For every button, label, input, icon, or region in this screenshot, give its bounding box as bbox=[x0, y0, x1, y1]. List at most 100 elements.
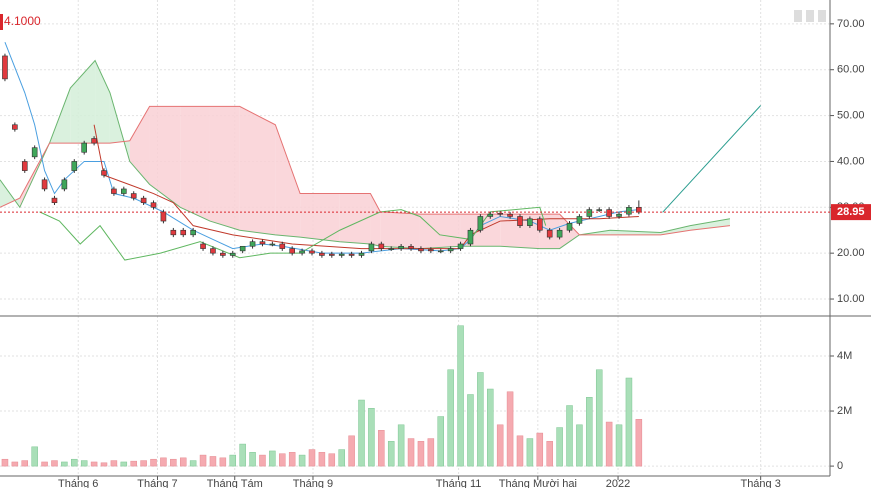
candle-body bbox=[31, 147, 38, 158]
volume-bar bbox=[586, 397, 593, 467]
candle-body bbox=[348, 253, 355, 256]
candle-body bbox=[150, 202, 157, 208]
candle-body bbox=[338, 253, 345, 256]
volume-bar bbox=[605, 421, 613, 467]
candle-body bbox=[527, 218, 533, 226]
volume-bar bbox=[387, 441, 395, 467]
volume-bar bbox=[338, 449, 345, 467]
volume-bar bbox=[31, 446, 38, 467]
candle-body bbox=[487, 213, 494, 217]
volume-bar bbox=[576, 424, 583, 467]
volume-bar bbox=[219, 457, 227, 467]
volume-bar bbox=[437, 416, 445, 467]
control-icon[interactable] bbox=[794, 10, 802, 22]
y-tick-label: 10.00 bbox=[837, 293, 865, 305]
volume-bar bbox=[615, 424, 623, 467]
volume-bar bbox=[1, 458, 9, 467]
volume-bar bbox=[110, 460, 118, 467]
candle-body bbox=[437, 250, 444, 253]
volume-bar bbox=[100, 462, 108, 467]
volume-bar bbox=[427, 438, 435, 467]
volume-bar bbox=[80, 460, 88, 467]
candle-body bbox=[190, 229, 196, 236]
candle-body bbox=[636, 207, 642, 213]
span-a-line bbox=[0, 59, 731, 250]
candle-body bbox=[556, 229, 563, 238]
candle-body bbox=[61, 179, 68, 190]
candle-body bbox=[477, 216, 484, 231]
candle-body bbox=[566, 223, 573, 231]
volume-bar bbox=[199, 454, 207, 467]
volume-bar bbox=[41, 461, 48, 467]
volume-bar bbox=[279, 453, 286, 467]
volume-bar bbox=[407, 438, 415, 467]
candle-body bbox=[2, 55, 8, 80]
candle-body bbox=[576, 216, 583, 224]
volume-bar bbox=[546, 441, 553, 467]
candle-body bbox=[546, 229, 553, 238]
candle-body bbox=[111, 188, 117, 194]
candle-body bbox=[616, 213, 622, 217]
candle-body bbox=[467, 229, 474, 245]
volume-bar bbox=[130, 460, 137, 467]
candle-body bbox=[378, 243, 385, 249]
cloud-fill bbox=[70, 60, 96, 144]
x-tick-label: Tháng 7 bbox=[137, 478, 177, 488]
candle-body bbox=[41, 179, 48, 190]
chart-controls[interactable] bbox=[794, 10, 826, 22]
candle-body bbox=[130, 193, 137, 199]
volume-bar bbox=[457, 325, 464, 467]
candle-body bbox=[101, 170, 107, 176]
y-tick-label: 20.00 bbox=[837, 247, 865, 259]
candle-body bbox=[309, 250, 315, 254]
candle-body bbox=[249, 241, 256, 247]
volume-bar bbox=[150, 458, 157, 467]
y-tick-label: 60.00 bbox=[837, 64, 865, 76]
cloud-fill bbox=[610, 230, 661, 235]
candle-body bbox=[329, 253, 335, 256]
x-tick-label: Tháng Mười hai bbox=[499, 478, 577, 488]
volume-bar bbox=[496, 424, 504, 467]
volume-bar bbox=[566, 405, 573, 467]
candle-body bbox=[160, 211, 167, 222]
volume-bar bbox=[61, 461, 68, 467]
volume-bar bbox=[368, 408, 375, 467]
cloud-fill bbox=[209, 106, 240, 231]
indicator-line bbox=[93, 124, 639, 250]
volume-bar bbox=[487, 388, 494, 467]
cloud-fill bbox=[275, 124, 301, 238]
y-tick-label: 40.00 bbox=[837, 155, 865, 167]
corner-marker bbox=[0, 14, 3, 30]
volume-bar bbox=[51, 460, 58, 467]
x-tick-label: Tháng 9 bbox=[293, 478, 333, 488]
control-icon[interactable] bbox=[806, 10, 814, 22]
volume-bar bbox=[269, 450, 276, 467]
candle-body bbox=[239, 245, 246, 252]
volume-bar bbox=[358, 399, 365, 467]
candle-body bbox=[507, 213, 513, 217]
candle-body bbox=[586, 209, 593, 217]
volume-bar bbox=[259, 454, 266, 467]
volume-bar bbox=[477, 372, 484, 467]
cloud-fill bbox=[129, 106, 150, 185]
candle-body bbox=[428, 249, 434, 252]
volume-bar bbox=[170, 458, 177, 467]
candle-body bbox=[299, 250, 305, 254]
x-tick-label: Tháng 6 bbox=[58, 478, 98, 488]
volume-bar bbox=[209, 456, 217, 467]
candle-body bbox=[408, 245, 414, 249]
candle-body bbox=[606, 209, 612, 217]
volume-bar bbox=[417, 441, 425, 467]
candle-body bbox=[388, 248, 395, 250]
candle-body bbox=[229, 252, 236, 256]
candle-body bbox=[358, 252, 365, 256]
volume-bar bbox=[595, 369, 603, 467]
corner-label: 4.1000 bbox=[4, 14, 41, 28]
volume-bar bbox=[179, 457, 187, 467]
volume-bar bbox=[625, 377, 633, 467]
candle-body bbox=[200, 243, 206, 249]
volume-bar bbox=[140, 460, 147, 467]
control-icon[interactable] bbox=[818, 10, 826, 22]
candle-body bbox=[170, 229, 177, 236]
volume-bar bbox=[556, 427, 563, 467]
